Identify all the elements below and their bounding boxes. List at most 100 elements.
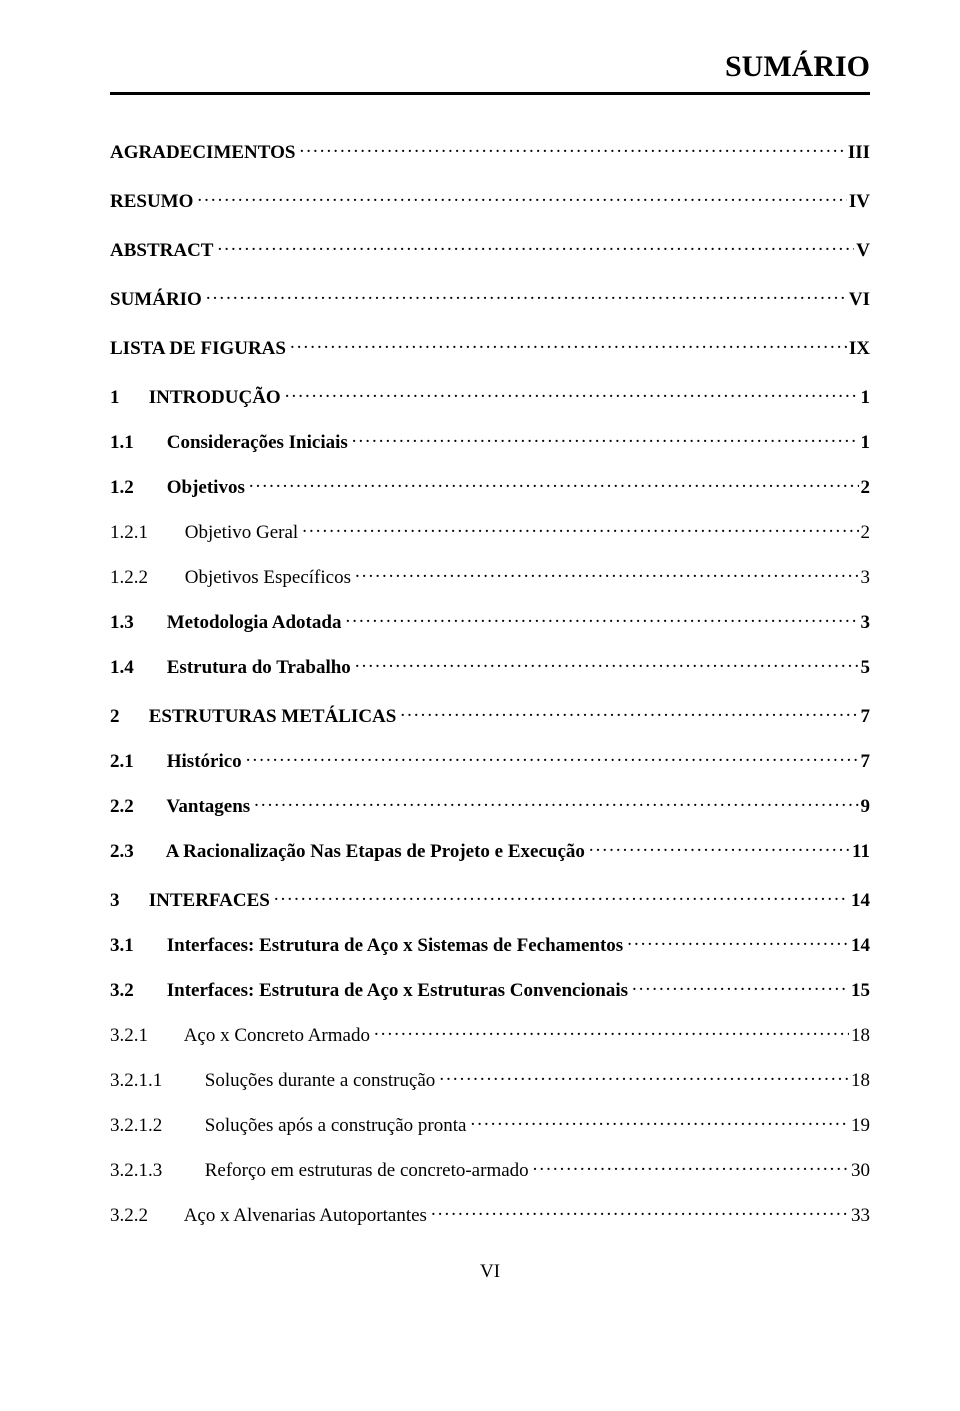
toc-entry-page: VI (849, 289, 870, 311)
toc-entry-page: III (848, 142, 870, 164)
toc-entry-page: 30 (851, 1160, 870, 1182)
toc-entry-page: 14 (851, 935, 870, 957)
toc-entry-label: 1.3 Metodologia Adotada (110, 612, 341, 634)
toc-entry-page: 14 (851, 890, 870, 912)
toc-entry-label: 3.1 Interfaces: Estrutura de Aço x Siste… (110, 935, 623, 957)
toc-entry: 1.2.2 Objetivos Específicos3 (110, 564, 870, 589)
toc-entry-text: Objetivo Geral (180, 522, 298, 543)
toc-entry-number: 2.2 (110, 796, 162, 818)
toc-leader-dots (290, 335, 847, 354)
toc-entry: 2 ESTRUTURAS METÁLICAS7 (110, 703, 870, 728)
toc-leader-dots (589, 838, 850, 857)
toc-entry-label: 2.1 Histórico (110, 751, 242, 773)
toc-leader-dots (274, 887, 849, 906)
toc-entry-text: Objetivos Específicos (180, 567, 351, 588)
toc-entry-label: 1.4 Estrutura do Trabalho (110, 657, 351, 679)
page-title: SUMÁRIO (110, 50, 870, 84)
toc-entry: 3.2.1.1 Soluções durante a construção 18 (110, 1067, 870, 1092)
toc-leader-dots (285, 384, 859, 403)
toc-entry-text: Vantagens (162, 796, 250, 817)
toc-entry: 3.2 Interfaces: Estrutura de Aço x Estru… (110, 977, 870, 1002)
toc-entry-label: LISTA DE FIGURAS (110, 338, 286, 360)
toc-entry: 3.2.1.2 Soluções após a construção pront… (110, 1112, 870, 1137)
toc-entry-text: Estrutura do Trabalho (162, 657, 351, 678)
toc-entry-number: 1.2 (110, 477, 162, 499)
toc-entry-number: 3.1 (110, 935, 162, 957)
toc-entry: LISTA DE FIGURASIX (110, 335, 870, 360)
toc-leader-dots (400, 703, 858, 722)
toc-leader-dots (632, 977, 849, 996)
toc-entry-text: Aço x Concreto Armado (180, 1025, 370, 1046)
toc-entry-label: 3.2.1 Aço x Concreto Armado (110, 1025, 370, 1047)
toc-entry-page: 5 (861, 657, 871, 679)
toc-entry-text: INTERFACES (144, 890, 270, 911)
toc-leader-dots (352, 429, 859, 448)
toc-entry: SUMÁRIO VI (110, 286, 870, 311)
toc-entry-page: 9 (861, 796, 871, 818)
toc-entry-number: 3.2.1.3 (110, 1160, 200, 1182)
toc-entry-page: 33 (851, 1205, 870, 1227)
toc-leader-dots (246, 748, 859, 767)
toc-entry: 2.3 A Racionalização Nas Etapas de Proje… (110, 838, 870, 863)
toc-leader-dots (249, 474, 859, 493)
toc-entry-number: 2.3 (110, 841, 162, 863)
toc-entry-page: 1 (861, 432, 871, 454)
toc-entry-text: ESTRUTURAS METÁLICAS (144, 706, 396, 727)
toc-entry-page: 7 (861, 751, 871, 773)
toc-entry-page: 18 (851, 1025, 870, 1047)
toc-leader-dots (374, 1022, 849, 1041)
toc-entry-label: 1.1 Considerações Iniciais (110, 432, 348, 454)
toc-entry-label: 3.2.1.3 Reforço em estruturas de concret… (110, 1160, 529, 1182)
toc-entry: RESUMO IV (110, 188, 870, 213)
toc-entry-text: Considerações Iniciais (162, 432, 348, 453)
toc-entry-label: 3.2.2 Aço x Alvenarias Autoportantes (110, 1205, 427, 1227)
toc-entry: ABSTRACTV (110, 237, 870, 262)
toc-entry-text: Soluções durante a construção (200, 1070, 435, 1091)
toc-leader-dots (345, 609, 858, 628)
toc-leader-dots (206, 286, 847, 305)
toc-entry-number: 1 (110, 387, 144, 409)
toc-entry-number: 1.2.1 (110, 522, 180, 544)
toc-entry: 1.2 Objetivos2 (110, 474, 870, 499)
toc-entry: 1.2.1 Objetivo Geral2 (110, 519, 870, 544)
toc-entry-label: 2.2 Vantagens (110, 796, 250, 818)
toc-entry-label: 3.2.1.2 Soluções após a construção pront… (110, 1115, 466, 1137)
toc-entry: AGRADECIMENTOSIII (110, 139, 870, 164)
toc-entry-text: Interfaces: Estrutura de Aço x Estrutura… (162, 980, 628, 1001)
toc-entry-label: ABSTRACT (110, 240, 213, 262)
toc-leader-dots (439, 1067, 849, 1086)
toc-container: AGRADECIMENTOSIII RESUMO IV ABSTRACTV SUMÁRI… (110, 139, 870, 1227)
toc-leader-dots (470, 1112, 849, 1131)
toc-entry-label: 1 INTRODUÇÃO (110, 387, 281, 409)
toc-entry-page: 1 (861, 387, 871, 409)
toc-entry-text: Objetivos (162, 477, 245, 498)
toc-entry-label: 3.2.1.1 Soluções durante a construção (110, 1070, 435, 1092)
toc-entry-page: 15 (851, 980, 870, 1002)
toc-entry-number: 3.2.1.2 (110, 1115, 200, 1137)
toc-leader-dots (217, 237, 854, 256)
toc-leader-dots (533, 1157, 849, 1176)
toc-entry-label: RESUMO (110, 191, 193, 213)
toc-entry-page: 3 (861, 612, 871, 634)
page-number: VI (110, 1261, 870, 1283)
toc-entry-number: 1.1 (110, 432, 162, 454)
toc-leader-dots (254, 793, 858, 812)
toc-leader-dots (627, 932, 849, 951)
toc-leader-dots (197, 188, 846, 207)
toc-entry-number: 1.3 (110, 612, 162, 634)
toc-entry-page: 11 (852, 841, 870, 863)
toc-entry-page: 19 (851, 1115, 870, 1137)
toc-leader-dots (355, 654, 859, 673)
toc-entry-label: SUMÁRIO (110, 289, 202, 311)
toc-entry-number: 3.2.1.1 (110, 1070, 200, 1092)
toc-entry-text: Histórico (162, 751, 242, 772)
toc-leader-dots (431, 1202, 849, 1221)
toc-entry-page: 18 (851, 1070, 870, 1092)
toc-entry-page: IV (849, 191, 870, 213)
toc-entry-text: Aço x Alvenarias Autoportantes (180, 1205, 427, 1226)
toc-entry-label: 2.3 A Racionalização Nas Etapas de Proje… (110, 841, 585, 863)
toc-entry: 3.2.1.3 Reforço em estruturas de concret… (110, 1157, 870, 1182)
toc-leader-dots (355, 564, 859, 583)
toc-entry: 1.4 Estrutura do Trabalho 5 (110, 654, 870, 679)
toc-entry-label: 3.2 Interfaces: Estrutura de Aço x Estru… (110, 980, 628, 1002)
